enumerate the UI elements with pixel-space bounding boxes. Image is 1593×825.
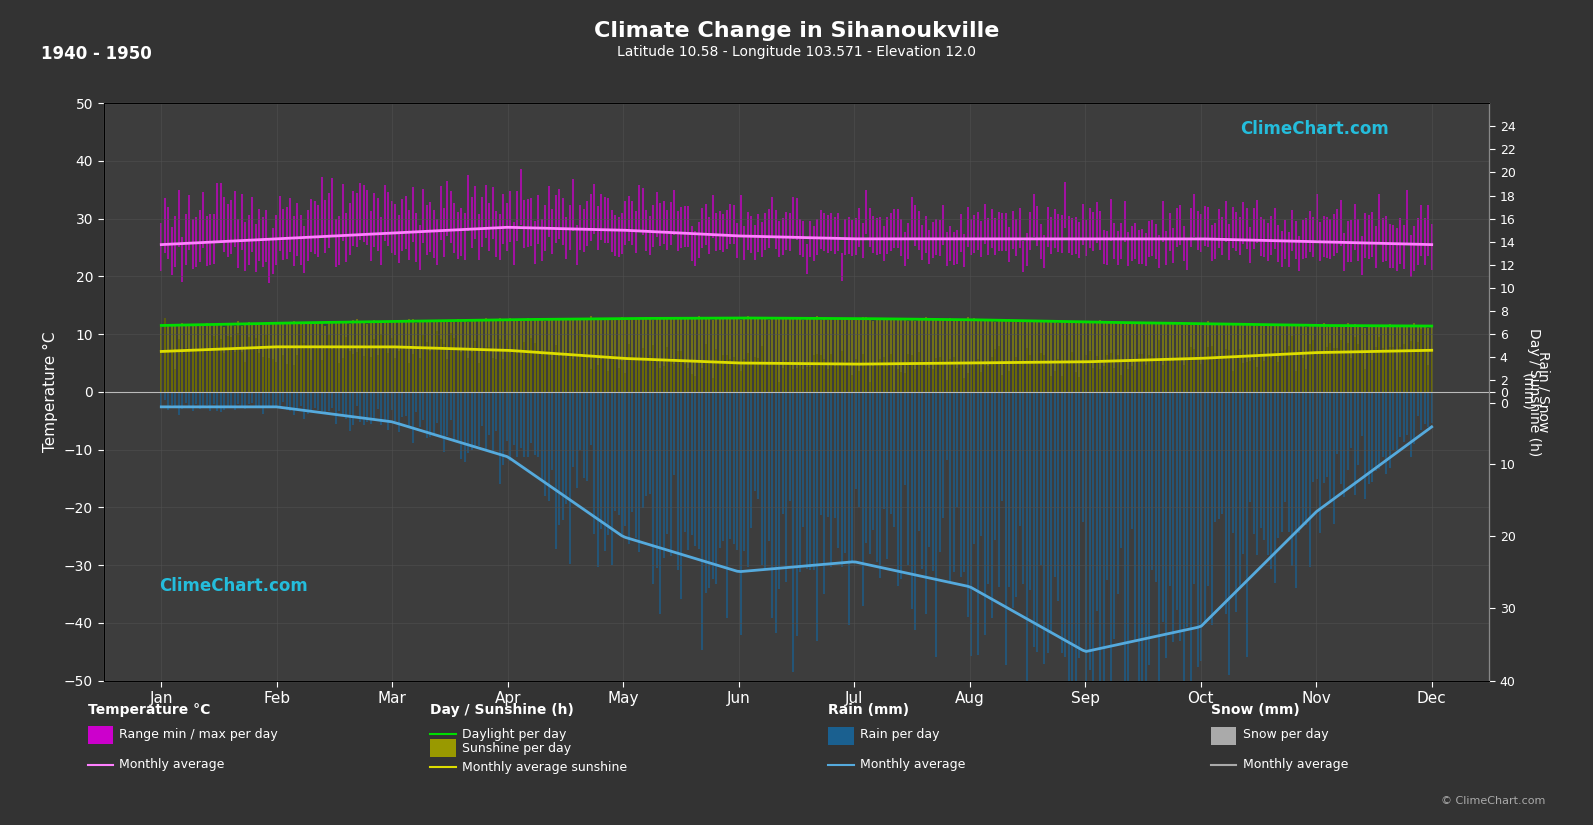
Text: Monthly average: Monthly average — [1243, 758, 1348, 771]
Text: Rain (mm): Rain (mm) — [828, 703, 910, 717]
Text: Range min / max per day: Range min / max per day — [119, 728, 279, 741]
Y-axis label: Day / Sunshine (h): Day / Sunshine (h) — [1526, 328, 1540, 456]
Text: Sunshine per day: Sunshine per day — [462, 742, 572, 755]
Y-axis label: Rain / Snow
(mm): Rain / Snow (mm) — [1520, 351, 1550, 432]
Y-axis label: Temperature °C: Temperature °C — [43, 332, 59, 452]
Text: Monthly average: Monthly average — [860, 758, 965, 771]
Text: Daylight per day: Daylight per day — [462, 728, 567, 741]
Text: 1940 - 1950: 1940 - 1950 — [41, 45, 151, 63]
Text: Day / Sunshine (h): Day / Sunshine (h) — [430, 703, 573, 717]
Text: Monthly average: Monthly average — [119, 758, 225, 771]
Text: Monthly average sunshine: Monthly average sunshine — [462, 761, 628, 774]
Text: Rain per day: Rain per day — [860, 728, 940, 741]
Text: © ClimeChart.com: © ClimeChart.com — [1440, 796, 1545, 806]
Text: Snow per day: Snow per day — [1243, 728, 1329, 741]
Text: Snow (mm): Snow (mm) — [1211, 703, 1300, 717]
Text: Climate Change in Sihanoukville: Climate Change in Sihanoukville — [594, 21, 999, 40]
Text: ClimeChart.com: ClimeChart.com — [159, 577, 307, 595]
Text: Latitude 10.58 - Longitude 103.571 - Elevation 12.0: Latitude 10.58 - Longitude 103.571 - Ele… — [616, 45, 977, 59]
Text: Temperature °C: Temperature °C — [88, 703, 210, 717]
Text: ClimeChart.com: ClimeChart.com — [1239, 120, 1389, 139]
